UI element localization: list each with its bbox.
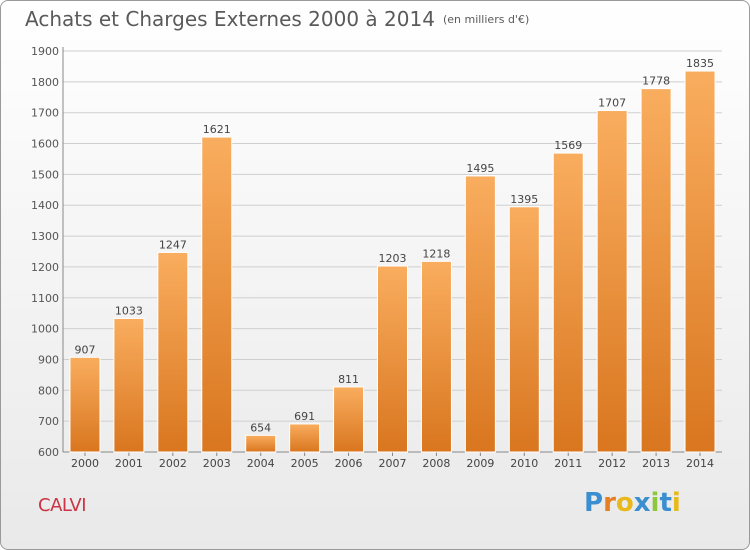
y-tick-label: 1100 xyxy=(31,292,59,305)
chart-subtitle: (en milliers d'€) xyxy=(442,13,530,26)
place-name: CALVI xyxy=(38,495,87,516)
x-tick-label: 2012 xyxy=(598,457,626,470)
x-tick-label: 2014 xyxy=(686,457,714,470)
x-tick-label: 2008 xyxy=(422,457,450,470)
value-label: 1203 xyxy=(379,252,407,265)
value-label: 1218 xyxy=(422,247,450,260)
x-tick-label: 2004 xyxy=(247,457,275,470)
bar-2003 xyxy=(201,136,233,453)
bar-2008 xyxy=(420,260,452,453)
y-tick-label: 900 xyxy=(38,353,59,366)
bar-2002 xyxy=(157,251,189,453)
bar-chart: 600 700 800 900 1000 1100 1200 1300 1400 1500 1600… xyxy=(31,45,722,470)
value-label: 811 xyxy=(338,373,359,386)
y-tick-label: 1400 xyxy=(31,199,59,212)
value-label: 654 xyxy=(250,421,271,434)
y-tick-label: 1500 xyxy=(31,168,59,181)
value-label: 691 xyxy=(294,410,315,423)
y-tick-label: 1700 xyxy=(31,107,59,120)
bar-2000 xyxy=(69,356,101,453)
logo-letter: t xyxy=(659,488,672,518)
y-tick-label: 800 xyxy=(38,384,59,397)
x-tick-label: 2013 xyxy=(642,457,670,470)
bar-2009 xyxy=(464,175,496,453)
value-label: 1621 xyxy=(203,123,231,136)
bar-2012 xyxy=(596,110,628,453)
logo-letter: o xyxy=(615,488,634,518)
bar-2013 xyxy=(640,88,672,453)
bar-2011 xyxy=(552,152,584,453)
proxiti-logo: Proxiti xyxy=(584,488,681,518)
chart-title-text: Achats et Charges Externes 2000 à 2014 xyxy=(25,7,435,31)
value-label: 1707 xyxy=(598,97,626,110)
x-tick-label: 2007 xyxy=(379,457,407,470)
x-tick-label: 2011 xyxy=(554,457,582,470)
x-tick-label: 2003 xyxy=(203,457,231,470)
bar-2004 xyxy=(245,434,277,453)
value-label: 1033 xyxy=(115,304,143,317)
value-label: 1835 xyxy=(686,57,714,70)
value-label: 1778 xyxy=(642,75,670,88)
bar-2010 xyxy=(508,206,540,453)
y-tick-label: 1600 xyxy=(31,138,59,151)
bar-2005 xyxy=(289,423,321,453)
logo-letter: i xyxy=(650,488,660,518)
chart-title: Achats et Charges Externes 2000 à 2014 (e… xyxy=(25,7,529,31)
logo-letter: r xyxy=(603,488,616,518)
bar-2014 xyxy=(684,70,716,453)
value-label: 1495 xyxy=(466,162,494,175)
value-label: 1395 xyxy=(510,193,538,206)
bar-2001 xyxy=(113,317,145,453)
y-tick-label: 1000 xyxy=(31,323,59,336)
x-tick-label: 2006 xyxy=(335,457,363,470)
x-tick-label: 2000 xyxy=(71,457,99,470)
bar-2006 xyxy=(333,386,365,453)
logo-letter: P xyxy=(584,488,604,518)
x-tick-label: 2010 xyxy=(510,457,538,470)
x-tick-label: 2005 xyxy=(291,457,319,470)
x-tick-label: 2001 xyxy=(115,457,143,470)
logo-letter: i xyxy=(671,488,681,518)
value-label: 1247 xyxy=(159,238,187,251)
y-tick-label: 1200 xyxy=(31,261,59,274)
y-tick-label: 700 xyxy=(38,415,59,428)
y-tick-label: 600 xyxy=(38,446,59,459)
y-tick-label: 1900 xyxy=(31,45,59,58)
value-label: 907 xyxy=(74,343,95,356)
y-tick-label: 1300 xyxy=(31,230,59,243)
y-tick-label: 1800 xyxy=(31,76,59,89)
x-tick-label: 2009 xyxy=(466,457,494,470)
bar-2007 xyxy=(377,265,408,453)
logo-letter: x xyxy=(633,488,651,518)
value-label: 1569 xyxy=(554,139,582,152)
x-tick-label: 2002 xyxy=(159,457,187,470)
